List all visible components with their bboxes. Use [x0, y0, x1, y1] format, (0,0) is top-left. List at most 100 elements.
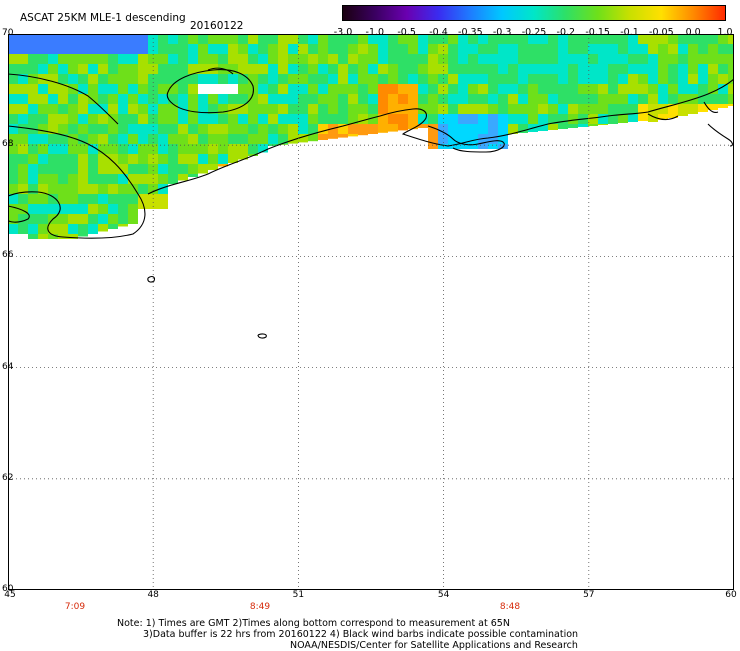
swath-cell [398, 124, 408, 131]
swath-cell [188, 84, 198, 94]
swath-cell [248, 154, 258, 156]
swath-cell [128, 214, 138, 224]
swath-cell [368, 104, 378, 114]
swath-cell [218, 154, 228, 164]
coastlines [8, 67, 734, 339]
colorbar-label: 1.0 [717, 27, 733, 38]
swath-cell [298, 124, 308, 134]
swath-cell [598, 54, 608, 64]
swath-cell [118, 34, 128, 44]
swath-cell [528, 84, 538, 94]
swath-cell [108, 134, 118, 144]
swath-cell [88, 94, 98, 104]
swath-cell [518, 94, 528, 104]
swath-cell [618, 54, 628, 64]
swath-cell [428, 64, 438, 74]
swath-cell [698, 84, 708, 94]
swath-cell [188, 104, 198, 114]
swath-cell [398, 114, 408, 124]
swath-cell [118, 184, 128, 194]
swath-cell [568, 54, 578, 64]
swath-cell [558, 74, 568, 84]
swath-cell [88, 44, 98, 54]
swath-cell [8, 184, 18, 194]
swath-cell [48, 74, 58, 84]
swath-cell [58, 44, 68, 54]
swath-cell [38, 114, 48, 124]
swath-cell [58, 64, 68, 74]
swath-cell [188, 154, 198, 164]
swath-cell [518, 114, 528, 124]
swath-cell [528, 34, 538, 44]
swath-cell [718, 44, 728, 54]
swath-cell [158, 154, 168, 164]
swath-cell [678, 74, 688, 84]
swath-cell [448, 74, 458, 84]
swath-cell [48, 34, 58, 44]
data-swath [8, 34, 734, 239]
swath-cell [8, 54, 18, 64]
swath-cell [438, 34, 448, 44]
swath-cell [688, 74, 698, 84]
swath-cell [208, 54, 218, 64]
swath-cell [48, 124, 58, 134]
swath-cell [28, 194, 38, 204]
swath-cell [98, 134, 108, 144]
swath-cell [178, 94, 188, 104]
swath-cell [48, 234, 58, 239]
swath-cell [598, 64, 608, 74]
swath-cell [608, 104, 618, 114]
swath-cell [198, 154, 208, 164]
swath-cell [68, 34, 78, 44]
swath-cell [248, 44, 258, 54]
longitude-label: 51 [292, 590, 305, 600]
swath-cell [428, 94, 438, 104]
swath-cell [488, 54, 498, 64]
swath-cell [428, 34, 438, 44]
swath-cell [88, 124, 98, 134]
swath-cell [308, 114, 318, 124]
swath-cell [28, 144, 38, 154]
swath-cell [188, 144, 198, 154]
swath-cell [638, 34, 648, 44]
swath-cell [168, 114, 178, 124]
swath-cell [228, 144, 238, 154]
swath-cell [128, 124, 138, 134]
swath-cell [38, 164, 48, 174]
swath-cell [308, 74, 318, 84]
swath-cell [68, 204, 78, 214]
swath-cell [88, 214, 98, 224]
swath-cell [88, 184, 98, 194]
swath-cell [468, 104, 478, 114]
swath-cell [8, 174, 18, 184]
swath-cell [448, 34, 458, 44]
swath-cell [78, 164, 88, 174]
swath-cell [438, 104, 448, 114]
swath-cell [88, 84, 98, 94]
swath-cell [448, 114, 458, 124]
swath-cell [618, 74, 628, 84]
swath-cell [628, 54, 638, 64]
swath-cell [668, 84, 678, 94]
swath-cell [18, 44, 28, 54]
swath-cell [538, 84, 548, 94]
swath-cell [338, 44, 348, 54]
swath-cell [548, 84, 558, 94]
swath-cell [278, 54, 288, 64]
swath-cell [18, 184, 28, 194]
swath-cell [688, 104, 698, 114]
pass-time-label: 8:49 [249, 602, 271, 612]
swath-cell [358, 44, 368, 54]
swath-cell [38, 194, 48, 204]
swath-cell [128, 64, 138, 74]
swath-cell [248, 34, 258, 44]
note-line-3: NOAA/NESDIS/Center for Satellite Applica… [290, 640, 578, 651]
swath-cell [268, 124, 278, 134]
note-line-1: Note: 1) Times are GMT 2)Times along bot… [117, 618, 510, 629]
swath-cell [18, 54, 28, 64]
swath-cell [598, 44, 608, 54]
swath-cell [348, 124, 358, 134]
swath-cell [58, 104, 68, 114]
swath-cell [548, 54, 558, 64]
swath-cell [138, 144, 148, 154]
